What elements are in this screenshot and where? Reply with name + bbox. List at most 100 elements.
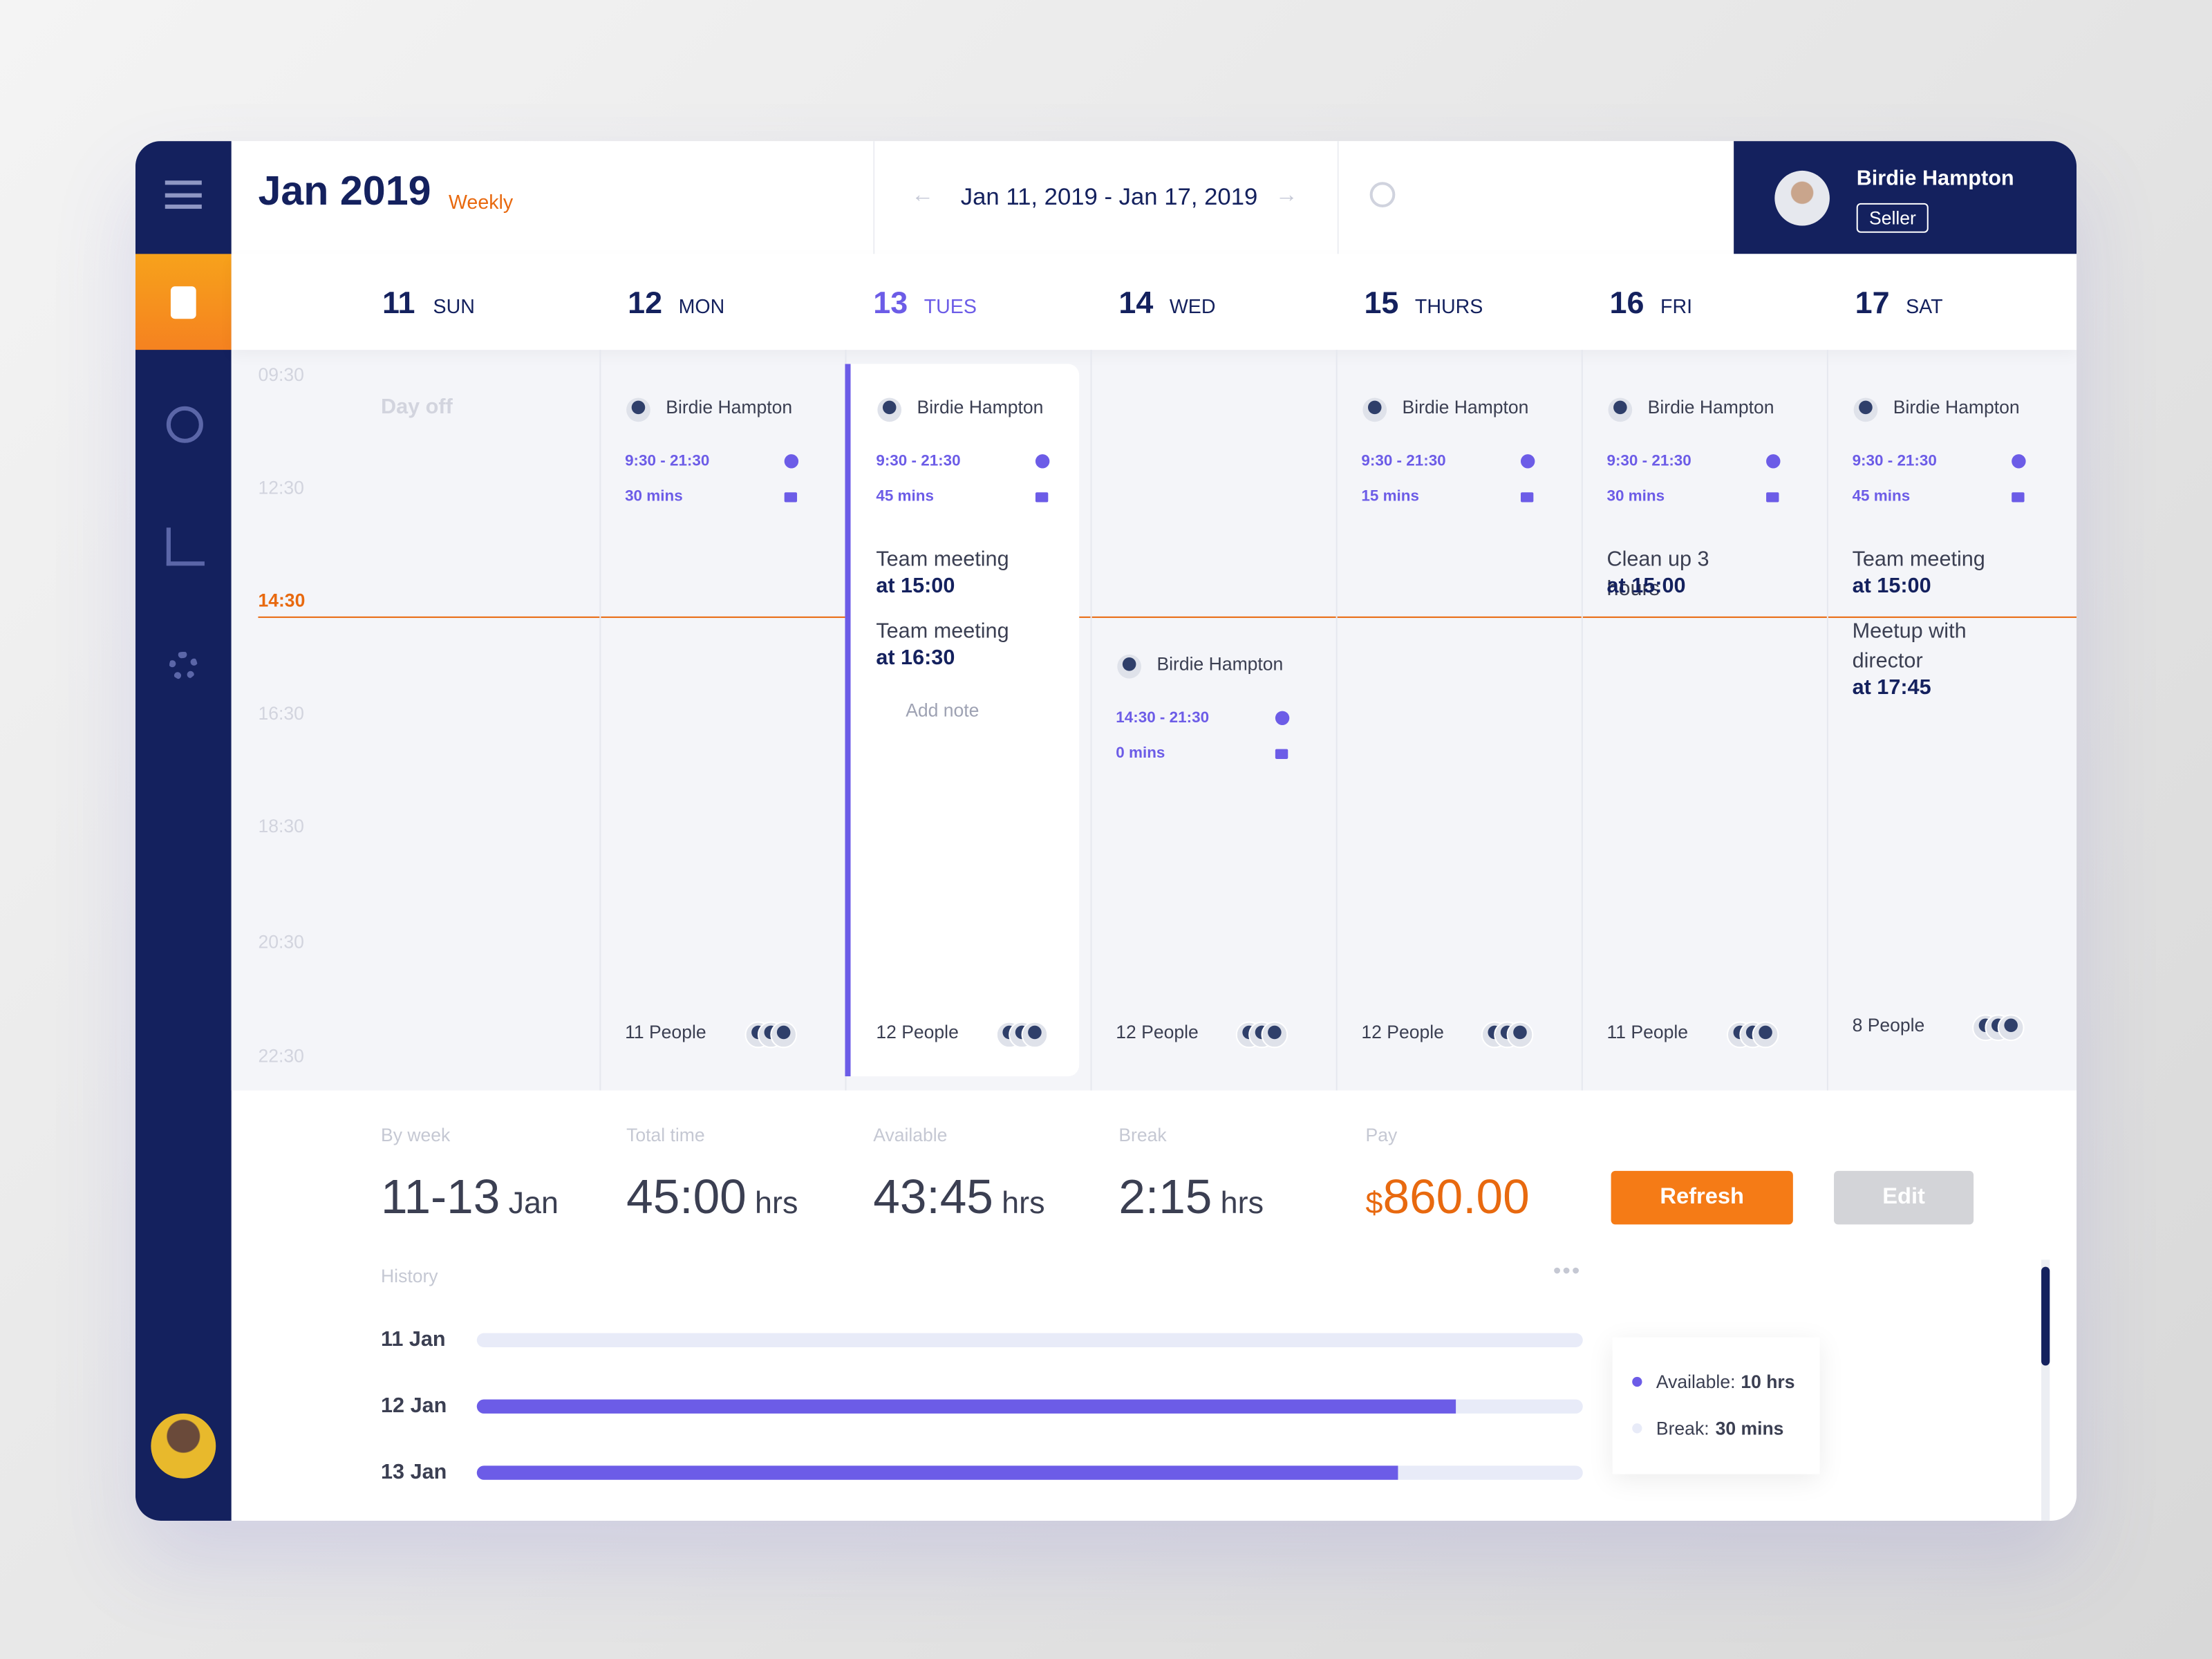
nav-clock[interactable] bbox=[166, 406, 203, 443]
refresh-button[interactable]: Refresh bbox=[1611, 1170, 1793, 1225]
break-icon bbox=[2012, 492, 2025, 503]
tooltip-label: Available: bbox=[1656, 1371, 1736, 1393]
break-icon bbox=[1520, 492, 1534, 503]
menu-bar bbox=[165, 193, 202, 198]
note-at: at 17:45 bbox=[1852, 675, 1931, 700]
add-note[interactable]: Add note bbox=[906, 700, 980, 721]
shift-break: 0 mins bbox=[1116, 744, 1165, 762]
summary-part: 45:00 bbox=[626, 1170, 747, 1225]
history-bar bbox=[476, 1465, 1398, 1480]
summary-part: hrs bbox=[755, 1185, 798, 1221]
note-text: Team meeting bbox=[876, 619, 1009, 644]
time-label: 22:30 bbox=[258, 1045, 304, 1067]
time-label: 12:30 bbox=[258, 476, 304, 498]
menu-button[interactable] bbox=[165, 180, 202, 209]
prev-arrow[interactable]: ← bbox=[911, 183, 935, 207]
summary-part: hrs bbox=[1002, 1185, 1045, 1221]
people-count: 12 People bbox=[1116, 1021, 1199, 1043]
history-label: 13 Jan bbox=[381, 1460, 447, 1484]
column-divider bbox=[1826, 350, 1828, 1091]
history-bar bbox=[476, 1399, 1456, 1414]
people-count: 8 People bbox=[1852, 1014, 1925, 1035]
history-track bbox=[476, 1333, 1583, 1347]
people-avatar bbox=[1752, 1021, 1779, 1049]
grid-bg bbox=[231, 350, 2077, 1091]
note-at: at 16:30 bbox=[876, 646, 955, 671]
tooltip bbox=[1612, 1337, 1820, 1474]
note-text: Team meeting bbox=[876, 547, 1009, 572]
scroll-thumb[interactable] bbox=[2041, 1266, 2050, 1366]
month-title: Jan 2019 bbox=[258, 169, 431, 215]
day-name: SAT bbox=[1906, 294, 1943, 318]
time-label: 14:30 bbox=[258, 590, 306, 611]
shift-avatar bbox=[626, 397, 650, 422]
summary-value: 45:00 hrs bbox=[626, 1171, 798, 1226]
sidebar bbox=[135, 141, 232, 1521]
search-icon[interactable] bbox=[1369, 182, 1396, 207]
shift-time: 14:30 - 21:30 bbox=[1116, 709, 1210, 727]
note-text: Clean up 3 hours bbox=[1606, 547, 1709, 601]
shift-break: 30 mins bbox=[1606, 488, 1665, 505]
people-count: 11 People bbox=[625, 1021, 706, 1043]
break-icon bbox=[1766, 492, 1779, 503]
user-role: Seller bbox=[1856, 203, 1929, 233]
note-at: at 15:00 bbox=[1852, 574, 1931, 599]
day-number: 13 bbox=[873, 285, 908, 321]
day-name: WED bbox=[1169, 294, 1216, 318]
summary-label: By week bbox=[381, 1124, 451, 1146]
shift-name: Birdie Hampton bbox=[1647, 396, 1774, 418]
day-status: Day off bbox=[381, 395, 453, 420]
people-avatar bbox=[1021, 1021, 1049, 1049]
clock-icon bbox=[2012, 454, 2026, 469]
shift-name: Birdie Hampton bbox=[666, 396, 793, 418]
shift-break: 45 mins bbox=[876, 488, 934, 505]
profile-avatar[interactable] bbox=[151, 1413, 216, 1479]
shift-time: 9:30 - 21:30 bbox=[1852, 453, 1937, 470]
history-title: History bbox=[381, 1265, 438, 1287]
time-label: 18:30 bbox=[258, 815, 304, 837]
note-at: at 15:00 bbox=[1606, 574, 1686, 599]
header-shadow bbox=[231, 254, 2077, 350]
summary-label: Pay bbox=[1365, 1124, 1398, 1146]
column-divider bbox=[599, 350, 601, 1091]
shift-avatar bbox=[1608, 397, 1633, 422]
view-select[interactable]: Weekly bbox=[448, 190, 514, 214]
day-number: 14 bbox=[1118, 285, 1154, 321]
nav-icon bbox=[170, 286, 196, 319]
day-name: FRI bbox=[1660, 294, 1693, 318]
summary-label: Available bbox=[873, 1124, 948, 1146]
shift-avatar bbox=[1853, 397, 1878, 422]
clock-icon bbox=[784, 454, 799, 469]
summary-part: Jan bbox=[508, 1185, 559, 1221]
shift-time: 9:30 - 21:30 bbox=[625, 453, 710, 470]
people-count: 11 People bbox=[1606, 1021, 1689, 1043]
shift-name: Birdie Hampton bbox=[1156, 653, 1284, 675]
shift-avatar bbox=[1117, 654, 1142, 679]
people-count: 12 People bbox=[876, 1021, 959, 1043]
summary-part: 43:45 bbox=[873, 1170, 993, 1225]
more-button[interactable]: ••• bbox=[1553, 1259, 1582, 1284]
column-divider bbox=[1335, 350, 1338, 1091]
edit-button[interactable]: Edit bbox=[1834, 1170, 1974, 1225]
summary-value: $860.00 bbox=[1365, 1171, 1529, 1226]
divider bbox=[873, 141, 875, 254]
people-avatar bbox=[770, 1021, 798, 1049]
shift-break: 30 mins bbox=[625, 488, 683, 505]
shift-time: 9:30 - 21:30 bbox=[1606, 453, 1691, 470]
tooltip-label: Break: bbox=[1656, 1418, 1709, 1439]
nav-chart[interactable] bbox=[166, 527, 205, 566]
date-range: Jan 11, 2019 - Jan 17, 2019 bbox=[960, 183, 1258, 211]
people-avatar bbox=[1261, 1021, 1288, 1049]
summary-part: 11-13 bbox=[381, 1170, 500, 1225]
tooltip-dot bbox=[1632, 1376, 1642, 1387]
people-avatar bbox=[1506, 1021, 1534, 1049]
summary-value: 2:15 hrs bbox=[1118, 1171, 1264, 1226]
nav-settings[interactable] bbox=[169, 651, 198, 680]
tooltip-value: 10 hrs bbox=[1741, 1371, 1795, 1393]
clock-icon bbox=[1766, 454, 1781, 469]
day-number: 12 bbox=[628, 285, 663, 321]
shift-avatar bbox=[877, 397, 902, 422]
next-arrow[interactable]: → bbox=[1275, 183, 1298, 207]
shift-break: 15 mins bbox=[1361, 488, 1419, 505]
